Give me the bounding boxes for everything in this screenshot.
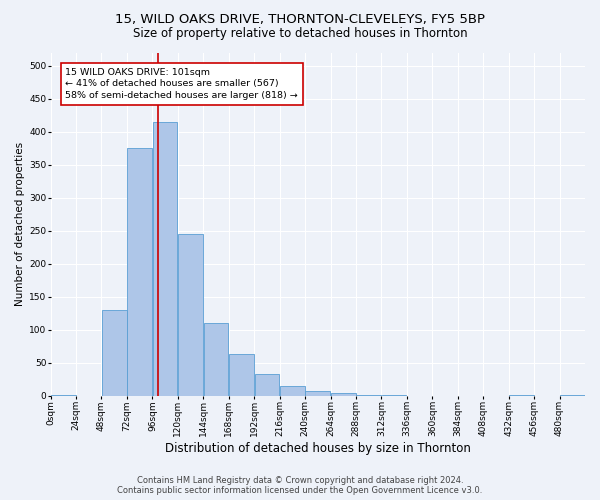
Bar	[254, 374, 279, 396]
Bar	[203, 324, 228, 396]
X-axis label: Distribution of detached houses by size in Thornton: Distribution of detached houses by size …	[165, 442, 471, 455]
Bar	[560, 394, 584, 396]
Bar	[229, 354, 254, 396]
Bar	[331, 392, 356, 396]
Bar	[102, 310, 127, 396]
Bar	[127, 148, 152, 396]
Bar	[509, 395, 533, 396]
Bar	[305, 390, 330, 396]
Text: Contains HM Land Registry data © Crown copyright and database right 2024.
Contai: Contains HM Land Registry data © Crown c…	[118, 476, 482, 495]
Bar	[382, 395, 406, 396]
Bar	[280, 386, 305, 396]
Text: Size of property relative to detached houses in Thornton: Size of property relative to detached ho…	[133, 28, 467, 40]
Bar	[51, 394, 76, 396]
Y-axis label: Number of detached properties: Number of detached properties	[15, 142, 25, 306]
Text: 15 WILD OAKS DRIVE: 101sqm
← 41% of detached houses are smaller (567)
58% of sem: 15 WILD OAKS DRIVE: 101sqm ← 41% of deta…	[65, 68, 298, 100]
Bar	[356, 394, 381, 396]
Text: 15, WILD OAKS DRIVE, THORNTON-CLEVELEYS, FY5 5BP: 15, WILD OAKS DRIVE, THORNTON-CLEVELEYS,…	[115, 12, 485, 26]
Bar	[153, 122, 178, 396]
Bar	[178, 234, 203, 396]
